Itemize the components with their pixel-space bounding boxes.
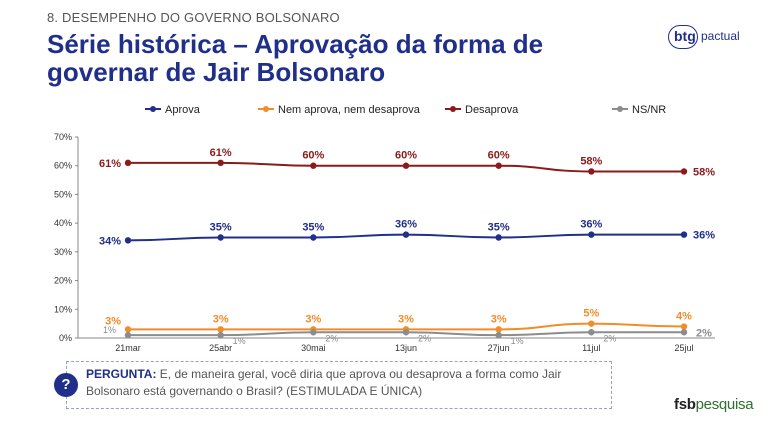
data-point [588, 329, 595, 336]
chart-axes: 0% 10% 20% 30% 40% 50% 60% 70% 21mar 25abr 30mai 13… [54, 132, 715, 353]
data-label: 58% [580, 155, 602, 167]
data-label: 2% [418, 333, 431, 343]
x-tick-label: 13jun [395, 343, 417, 353]
data-point [217, 326, 224, 333]
data-label: 35% [488, 222, 510, 234]
x-tick-label: 11jul [582, 343, 600, 353]
legend-marker [617, 106, 623, 112]
page-title: Série histórica – Aprovação da forma de … [47, 29, 544, 87]
data-point [217, 159, 224, 167]
y-tick-label: 40% [54, 218, 72, 228]
data-point [310, 162, 317, 169]
data-label: 4% [676, 311, 692, 323]
data-label: 3% [398, 313, 414, 325]
data-label: 60% [488, 150, 510, 162]
question-text: E, de maneira geral, você diria que apro… [86, 367, 562, 398]
data-label: 60% [395, 150, 417, 162]
data-label: 5% [583, 308, 599, 320]
data-label: 3% [213, 313, 229, 325]
data-point [124, 331, 132, 339]
y-tick-label: 30% [54, 247, 72, 257]
legend-marker [263, 106, 269, 112]
data-label: 35% [302, 222, 324, 234]
y-tick-label: 60% [54, 161, 72, 171]
data-label: 61% [99, 158, 121, 170]
data-point [495, 326, 502, 333]
y-tick-label: 70% [54, 132, 72, 142]
x-tick-label: 21mar [115, 343, 141, 353]
fsb-pesquisa-logo: fsbpesquisa [674, 396, 754, 413]
x-tick-label: 25abr [209, 343, 232, 353]
data-label: 34% [99, 235, 121, 247]
y-tick-label: 10% [54, 304, 72, 314]
logo-btg-text: btg [674, 28, 696, 44]
question-text-block: PERGUNTA: E, de maneira geral, você diri… [86, 366, 606, 400]
data-point [124, 237, 132, 244]
data-label: 3% [105, 315, 121, 327]
legend-marker [450, 106, 456, 112]
logo-circle [668, 25, 698, 49]
data-point [680, 323, 688, 330]
legend-label: NS/NR [632, 104, 666, 116]
legend-label: Aprova [165, 104, 201, 116]
question-label: PERGUNTA: [86, 367, 157, 381]
data-point [680, 231, 688, 238]
question-icon: ? [54, 373, 78, 397]
data-point [310, 234, 317, 241]
data-label: 36% [693, 230, 715, 242]
data-point [217, 234, 224, 241]
data-label: 1% [103, 325, 116, 335]
fsb-logo-text: fsb [674, 396, 696, 413]
data-point [495, 162, 502, 169]
x-tick-label: 25jul [674, 343, 693, 353]
data-point [495, 234, 502, 241]
x-tick-label: 30mai [301, 343, 326, 353]
data-point [124, 159, 132, 167]
data-label: 2% [325, 333, 338, 343]
data-point [588, 231, 595, 238]
pesquisa-logo-text: pesquisa [695, 396, 754, 413]
data-label: 36% [580, 219, 602, 231]
data-point [402, 329, 410, 336]
data-point [680, 329, 688, 336]
data-point [588, 320, 595, 327]
data-label: 2% [696, 327, 712, 339]
y-tick-label: 20% [54, 276, 72, 286]
logo-pactual-text: pactual [701, 29, 740, 43]
data-point [217, 331, 224, 339]
y-tick-label: 0% [59, 333, 72, 343]
data-label: 36% [395, 219, 417, 231]
data-label: 2% [603, 333, 616, 343]
section-label: 8. DESEMPENHO DO GOVERNO BOLSONARO [47, 10, 340, 25]
y-tick-label: 50% [54, 189, 72, 199]
data-point [124, 326, 132, 333]
data-point [402, 231, 410, 238]
line-chart: Aprova Nem aprova, nem desaprova Desaprova… [54, 104, 715, 353]
data-point [680, 168, 688, 175]
data-point [402, 162, 410, 169]
x-tick-label: 27jun [488, 343, 510, 353]
data-label: 58% [693, 166, 715, 178]
legend-marker [150, 106, 156, 112]
chart-legend: Aprova Nem aprova, nem desaprova Desaprova… [145, 104, 666, 116]
chart-series: 34% 35% 35% 36% 35% 36% 36% 3% 3% 3% 3% 3% 5% 4% 61% 61… [99, 147, 715, 346]
btg-pactual-logo: btg pactual [668, 25, 746, 49]
data-label: 1% [511, 336, 524, 346]
data-label: 60% [302, 150, 324, 162]
data-point [310, 329, 317, 336]
data-point [495, 331, 502, 339]
data-label: 3% [305, 313, 321, 325]
legend-label: Desaprova [465, 104, 519, 116]
legend-label: Nem aprova, nem desaprova [278, 104, 421, 116]
data-label: 3% [491, 313, 507, 325]
data-label: 35% [210, 222, 232, 234]
data-point [588, 168, 595, 175]
data-label: 61% [210, 147, 232, 159]
data-label: 1% [233, 336, 246, 346]
